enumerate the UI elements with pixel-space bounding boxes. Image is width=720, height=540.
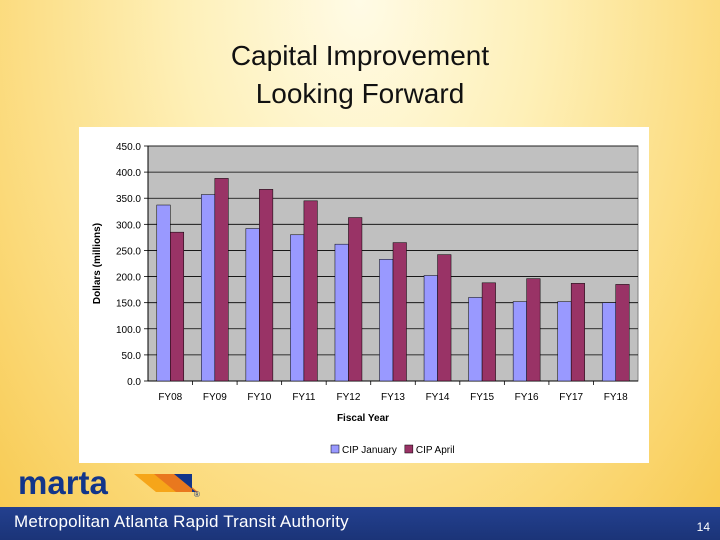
legend-swatch-cip-april xyxy=(404,444,414,454)
x-tick-label: FY09 xyxy=(203,392,227,403)
x-tick-label: FY17 xyxy=(559,392,583,403)
x-tick-label: FY16 xyxy=(515,392,539,403)
bar-fy09-cip-january xyxy=(201,194,216,382)
y-tick-label: 0.0 xyxy=(127,377,141,388)
bar-fy12-cip-january xyxy=(334,243,349,382)
bar-fy18-cip-april xyxy=(615,284,630,382)
x-axis-title: Fiscal Year xyxy=(337,413,389,424)
logo-wordmark: marta xyxy=(18,464,109,501)
x-tick-label: FY18 xyxy=(604,392,628,403)
y-tick-label: 50.0 xyxy=(122,351,142,362)
y-axis-title: Dollars (millions) xyxy=(92,223,103,304)
bar-fy16-cip-april xyxy=(526,278,541,382)
page-number: 14 xyxy=(696,520,710,534)
y-tick-label: 450.0 xyxy=(116,142,141,153)
bar-fy11-cip-january xyxy=(290,234,305,382)
bar-fy13-cip-april xyxy=(392,242,407,382)
bar-fy17-cip-april xyxy=(570,283,585,382)
footer-org-name: Metropolitan Atlanta Rapid Transit Autho… xyxy=(14,512,349,531)
bar-fy18-cip-january xyxy=(601,302,616,382)
x-tick-label: FY11 xyxy=(292,392,316,403)
marta-logo: marta ® xyxy=(18,464,200,501)
x-tick-label: FY10 xyxy=(247,392,271,403)
bar-fy15-cip-january xyxy=(468,297,483,382)
slide-title-line1: Capital Improvement xyxy=(230,40,490,71)
bar-fy13-cip-january xyxy=(379,259,394,382)
bar-fy08-cip-april xyxy=(170,231,185,382)
bar-fy10-cip-january xyxy=(245,228,260,382)
bar-fy17-cip-january xyxy=(557,301,572,382)
x-tick-label: FY13 xyxy=(381,392,405,403)
bar-fy15-cip-april xyxy=(481,282,496,382)
x-tick-label: FY12 xyxy=(337,392,361,403)
legend-label: CIP April xyxy=(416,445,455,456)
logo-stripes-icon xyxy=(134,474,198,492)
legend-label: CIP January xyxy=(342,445,397,456)
registered-mark: ® xyxy=(194,490,200,499)
slide-title-line2: Looking Forward xyxy=(255,78,465,109)
footer-bar: Metropolitan Atlanta Rapid Transit Autho… xyxy=(0,507,720,540)
chart-panel: 0.0 50.0 100.0 150.0 200.0 250.0 300.0 350.0 400… xyxy=(79,127,649,463)
bar-fy11-cip-april xyxy=(303,200,318,382)
y-tick-label: 250.0 xyxy=(116,246,141,257)
y-tick-label: 400.0 xyxy=(116,168,141,179)
bar-fy16-cip-january xyxy=(512,301,527,382)
y-tick-label: 200.0 xyxy=(116,273,141,284)
y-tick-label: 150.0 xyxy=(116,299,141,310)
bar-fy14-cip-april xyxy=(437,254,452,382)
x-tick-label: FY08 xyxy=(158,392,182,403)
bar-fy14-cip-january xyxy=(423,275,438,382)
bar-fy08-cip-january xyxy=(156,204,171,382)
bar-fy09-cip-april xyxy=(214,178,229,382)
bar-fy12-cip-april xyxy=(348,217,363,382)
y-tick-label: 100.0 xyxy=(116,325,141,336)
bar-fy10-cip-april xyxy=(259,189,274,382)
x-tick-label: FY15 xyxy=(470,392,494,403)
legend-swatch-cip-january xyxy=(330,444,340,454)
y-tick-label: 300.0 xyxy=(116,220,141,231)
bar-chart: 0.0 50.0 100.0 150.0 200.0 250.0 300.0 350.0 400… xyxy=(92,142,639,456)
y-tick-label: 350.0 xyxy=(116,194,141,205)
x-tick-label: FY14 xyxy=(426,392,450,403)
